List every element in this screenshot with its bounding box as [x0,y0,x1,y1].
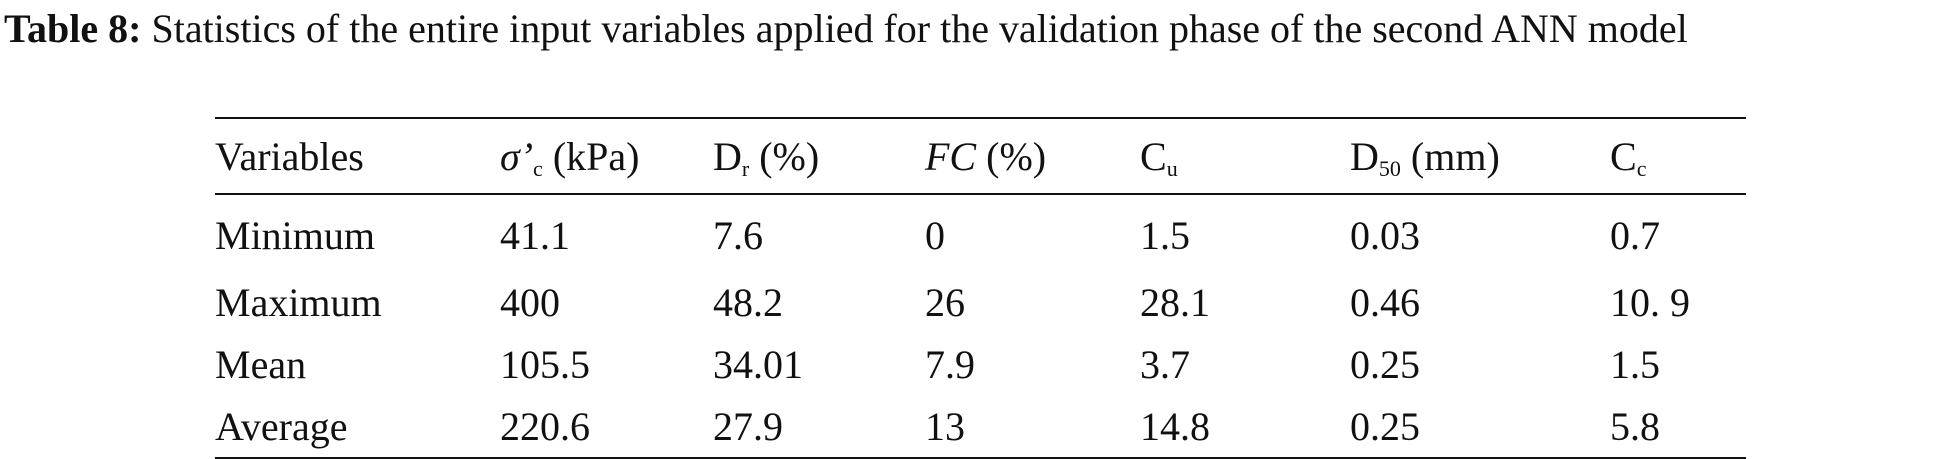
header-cc: Cc [1610,133,1647,181]
table-cell: 0 [925,212,945,258]
table-row: Minimum 41.1 7.6 0 1.5 0.03 0.7 [215,194,1746,271]
table-row: Maximum 400 48.2 26 28.1 0.46 10. 9 [215,271,1746,333]
table-cell: 34.01 [713,341,803,387]
table-cell: 220.6 [500,403,590,449]
table-cell: 41.1 [500,212,570,258]
table-caption: Table 8: Statistics of the entire input … [4,6,1950,51]
table-row: Mean 105.5 34.01 7.9 3.7 0.25 1.5 [215,333,1746,395]
header-sigma-c: σ’c (kPa) [500,133,640,181]
table-cell: 1.5 [1140,212,1190,258]
table-cell: 48.2 [713,279,783,325]
table-cell: 0.46 [1350,279,1420,325]
table-cell: 1.5 [1610,341,1660,387]
table-cell: 28.1 [1140,279,1210,325]
statistics-table: Variables σ’c (kPa) Dr (%) FC (%) Cu D50… [215,117,1746,459]
table-cell: 5.8 [1610,403,1660,449]
table-cell: 7.6 [713,212,763,258]
row-label: Average [215,403,348,449]
header-cu: Cu [1140,133,1178,181]
row-label: Minimum [215,212,376,258]
row-label: Maximum [215,279,382,325]
table-cell: 27.9 [713,403,783,449]
table-cell: 400 [500,279,560,325]
table-cell: 10. 9 [1610,279,1690,325]
header-fc: FC (%) [925,133,1047,179]
table-cell: 14.8 [1140,403,1210,449]
table-cell: 7.9 [925,341,975,387]
header-d50: D50 (mm) [1350,133,1500,181]
table-cell: 26 [925,279,965,325]
caption-text: Statistics of the entire input variables… [151,6,1688,51]
table-cell: 0.25 [1350,341,1420,387]
caption-label: Table 8: [4,6,142,51]
row-label: Mean [215,341,307,387]
table-cell: 0.25 [1350,403,1420,449]
table-row: Average 220.6 27.9 13 14.8 0.25 5.8 [215,395,1746,458]
header-variables: Variables [215,133,364,179]
table-cell: 3.7 [1140,341,1190,387]
table-cell: 105.5 [500,341,590,387]
table-cell: 0.03 [1350,212,1420,258]
table-cell: 0.7 [1610,212,1660,258]
table-header-row: Variables σ’c (kPa) Dr (%) FC (%) Cu D50… [215,118,1746,194]
header-dr: Dr (%) [713,133,820,181]
table-cell: 13 [925,403,965,449]
